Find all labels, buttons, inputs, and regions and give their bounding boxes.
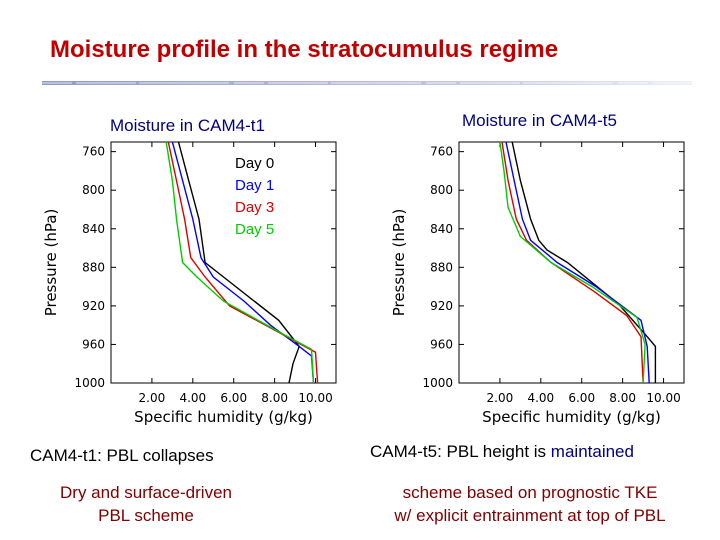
left-legend-entry: Day 0 [235,155,274,172]
caption-right-line1: CAM4-t5: PBL height is maintained [370,442,634,462]
left-ytick-label: 960 [82,337,105,351]
right-ytick-label: 1000 [422,376,453,390]
caption-right-highlight: maintained [550,442,634,461]
chart-left: 760 800 840 880 920 960 1000 2.00 4.00 6.00 8.00 10… [42,141,337,426]
right-xtick-label: 6.00 [568,391,595,405]
left-xtick-label: 4.00 [179,391,206,405]
left-legend-entry: Day 1 [235,177,274,194]
right-ytick-label: 960 [430,337,453,351]
right-xtick-label: 8.00 [609,391,636,405]
chart-title-right: Moisture in CAM4-t5 [462,111,617,130]
right-ytick-label: 920 [430,299,453,313]
right-series-line-day1 [505,142,650,383]
left-ytick-label: 800 [82,183,105,197]
left-ytick-label: 920 [82,299,105,313]
left-plot-frame [110,141,337,384]
right-plot-frame [458,141,685,384]
chart-title-left: Moisture in CAM4-t1 [110,116,265,135]
left-series-line-day1 [171,142,315,383]
left-x-axis-label: Specific humidity (g/kg) [134,408,313,426]
right-ytick-label: 880 [430,260,453,274]
left-xtick-label: 10.00 [298,391,332,405]
caption-left-line1: CAM4-t1: PBL collapses [30,446,214,465]
right-ytick-label: 840 [430,222,453,236]
left-ytick-label: 1000 [74,376,105,390]
right-series-line-day3 [501,142,644,383]
caption-right-line3: w/ explicit entrainment at top of PBL [394,506,666,525]
caption-right-line2: scheme based on prognostic TKE [402,483,658,502]
right-x-axis-label: Specific humidity (g/kg) [482,408,661,426]
right-y-axis-label: Pressure (hPa) [390,209,408,317]
right-ytick-label: 760 [430,145,453,159]
chart-right: 760 800 840 880 920 960 1000 2.00 4.00 6.00 8.00 10… [390,141,685,426]
left-xtick-label: 8.00 [261,391,288,405]
left-xtick-label: 2.00 [139,391,166,405]
left-legend-entry: Day 5 [235,221,274,238]
right-xtick-label: 4.00 [527,391,554,405]
caption-left-line3: PBL scheme [98,506,194,525]
left-y-axis-label: Pressure (hPa) [42,209,60,317]
left-xtick-label: 6.00 [220,391,247,405]
caption-right-prefix: CAM4-t5: PBL height is [370,442,551,461]
right-series-line-day0 [511,142,657,383]
left-series-line-day5 [165,142,315,383]
right-xtick-label: 2.00 [487,391,514,405]
title-divider [42,81,692,85]
left-series-line-day0 [177,142,300,383]
right-series-line-day5 [499,142,646,383]
left-ytick-label: 840 [82,222,105,236]
caption-left-line2: Dry and surface-driven [60,483,232,502]
left-legend-entry: Day 3 [235,199,274,216]
left-ytick-label: 760 [82,145,105,159]
right-xtick-label: 10.00 [646,391,680,405]
slide-title: Moisture profile in the stratocumulus re… [50,36,559,63]
left-ytick-label: 880 [82,260,105,274]
right-ytick-label: 800 [430,183,453,197]
